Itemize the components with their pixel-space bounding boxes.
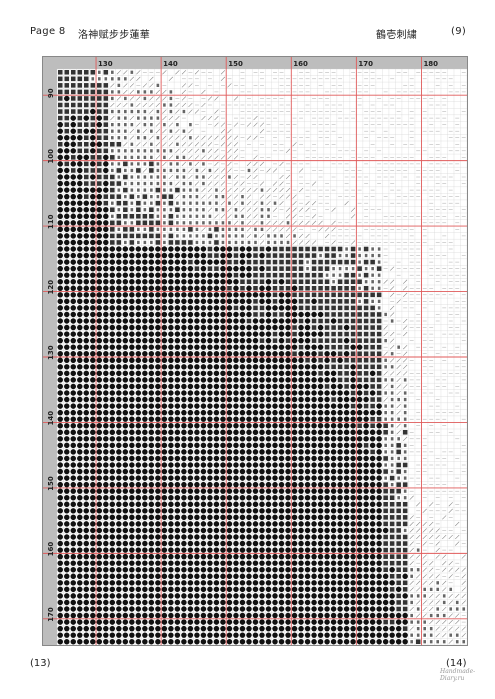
column-label: 160 [293,60,308,68]
page-label: Page 8 [30,26,66,37]
page-number: (9) [451,26,467,37]
column-label: 150 [228,60,243,68]
pattern-title: 洛神赋步步蓮華 [78,30,151,41]
row-ruler [43,57,57,645]
column-label: 130 [98,60,113,68]
stitch-cells [57,69,466,645]
row-label: 140 [47,411,55,426]
column-label: 140 [163,60,178,68]
footer-left-number: (13) [30,658,51,669]
column-label: 170 [358,60,373,68]
row-label: 150 [47,476,55,491]
row-label: 100 [47,149,55,164]
row-label: 170 [47,607,55,622]
row-label: 160 [47,542,55,557]
author-name: 鶴壱刺繍 [376,30,418,41]
chart-grid: 130 140 150 160 170 180 90 100 110 120 130 140 150 16… [43,57,467,645]
cross-stitch-chart: 130 140 150 160 170 180 90 100 110 120 130 140 150 16… [42,56,468,646]
row-label: 110 [47,214,55,229]
watermark: Handmade-Diary.ru [440,668,476,682]
row-label: 120 [47,280,55,295]
row-label: 130 [47,345,55,360]
footer-right-number: (14) [446,658,467,669]
column-label: 180 [423,60,438,68]
column-ruler [43,57,467,69]
row-label: 90 [47,88,55,98]
